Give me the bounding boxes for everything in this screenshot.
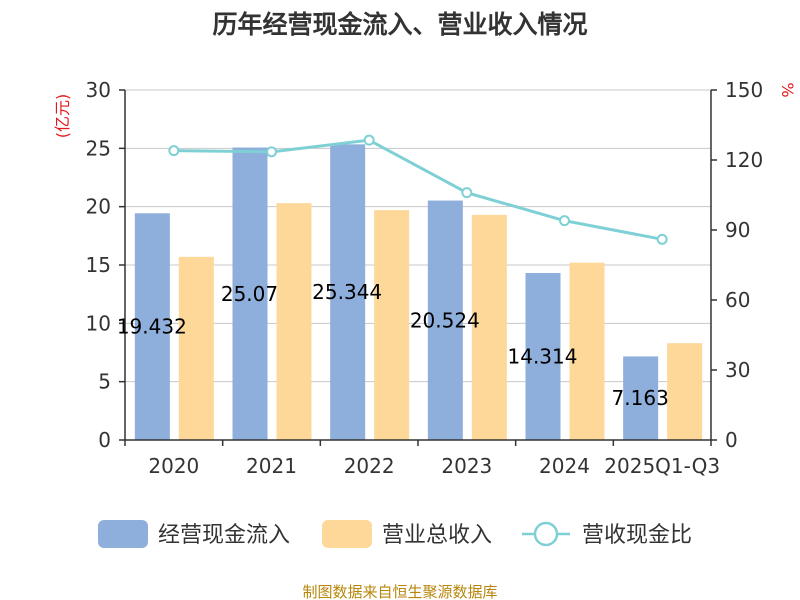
legend: 经营现金流入 营业总收入 营收现金比 [98,520,692,548]
data-labels: 19.432 25.07 25.344 20.524 14.314 7.163 [117,280,669,410]
source-note: 制图数据来自恒生聚源数据库 [302,583,497,600]
right-tick-label: 150 [725,78,763,102]
bar-revenue [667,343,703,440]
right-tick-label: 120 [725,148,763,172]
ratio-point [559,215,570,227]
ratio-line [173,138,663,241]
bar-revenue [374,210,410,440]
x-tick-label: 2024 [539,454,590,478]
x-tick-label: 2025Q1-Q3 [604,454,720,478]
right-tick-label: 60 [725,288,750,312]
x-tick-label: 2022 [344,454,395,478]
legend-label-cash-inflow: 经营现金流入 [158,523,290,548]
axes: 0 5 10 15 20 25 30 0 30 60 90 120 150 2020 2021 2022 202… [86,78,764,478]
x-tick-label: 2023 [441,454,492,478]
bar-revenue [471,214,507,440]
bar-cash-inflow [232,147,268,440]
bar-cash-inflow [330,144,366,440]
left-tick-label: 10 [86,311,111,335]
data-label-cash-inflow: 25.344 [312,280,382,304]
right-tick-label: 30 [725,358,750,382]
left-tick-label: 15 [86,253,111,277]
legend-label-revenue: 营业总收入 [382,523,492,548]
left-tick-label: 30 [86,78,111,102]
bar-cash-inflow [525,273,561,440]
ratio-point [266,146,277,158]
left-tick-label: 5 [98,370,111,394]
data-label-cash-inflow: 14.314 [508,345,578,369]
grid-lines [125,89,711,383]
legend-swatch-revenue [322,520,372,548]
right-axis-unit: % [778,82,797,97]
left-axis-unit: (亿元) [53,94,72,139]
bar-revenue [178,256,214,440]
right-tick-label: 0 [725,428,738,452]
left-tick-label: 0 [98,428,111,452]
data-label-cash-inflow: 20.524 [410,308,480,332]
bars-cash-inflow [134,144,659,440]
chart-title: 历年经营现金流入、营业收入情况 [212,10,587,39]
left-tick-label: 25 [86,136,111,160]
right-tick-label: 90 [725,218,750,242]
legend-marker-ratio [533,521,559,547]
legend-label-ratio: 营收现金比 [582,523,692,548]
ratio-line-series [168,134,668,245]
bar-cash-inflow [427,200,463,440]
data-label-cash-inflow: 7.163 [612,386,669,410]
legend-swatch-cash-inflow [98,520,148,548]
left-tick-label: 20 [86,195,111,219]
bars-revenue [178,203,703,440]
bar-revenue [569,262,605,440]
bar-cash-inflow [134,213,170,440]
bar-cash-inflow [623,356,659,440]
ratio-point [461,187,473,199]
x-tick-label: 2020 [148,454,199,478]
ratio-point [168,145,180,157]
ratio-point [363,134,375,146]
x-tick-label: 2021 [246,454,297,478]
data-label-cash-inflow: 19.432 [117,315,187,339]
bar-revenue [276,203,312,440]
data-label-cash-inflow: 25.07 [221,282,278,306]
ratio-point [656,233,668,245]
